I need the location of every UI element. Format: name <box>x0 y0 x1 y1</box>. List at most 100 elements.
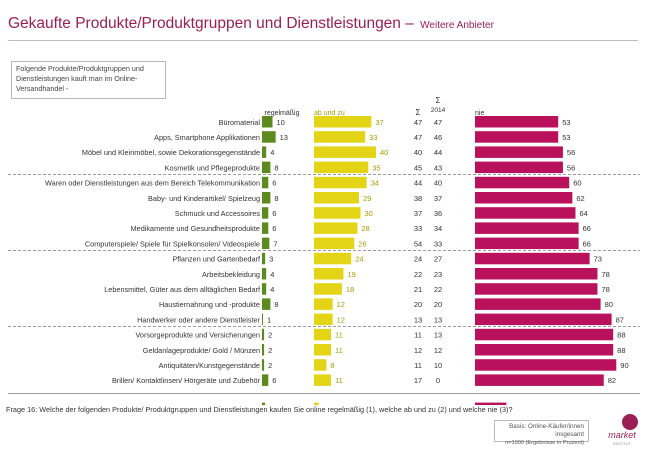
bar-nie <box>475 176 570 189</box>
value-nie: 66 <box>583 239 591 248</box>
value-sum: 11 <box>414 361 422 370</box>
value-sum: 12 <box>414 346 422 355</box>
bar-ab-und-zu <box>314 283 342 295</box>
bar-regelmaessig <box>262 207 269 219</box>
title-divider <box>8 40 638 41</box>
value-nie: 78 <box>601 270 609 279</box>
value-sum-2014: 22 <box>434 285 442 294</box>
base-line-2: n=1000 (Ergebnisse in Prozent) <box>505 440 584 446</box>
row-label: Büromaterial <box>219 118 261 127</box>
value-nie: 56 <box>567 163 575 172</box>
base-info-box: Basis: Online-Käufer/innen insgesamt n=1… <box>494 420 589 446</box>
value-nie: 88 <box>617 331 625 340</box>
value-sum-2014: 10 <box>434 361 442 370</box>
bar-regelmaessig <box>262 374 269 386</box>
value-nie: 78 <box>601 285 609 294</box>
base-line-1: Basis: Online-Käufer/innen insgesamt <box>509 423 584 438</box>
value-ab-und-zu: 29 <box>363 194 371 203</box>
value-regelmaessig: 6 <box>272 376 276 385</box>
value-sum: 24 <box>414 255 422 264</box>
row-label: Kosmetik und Pflegeprodukte <box>165 163 260 172</box>
value-regelmaessig: 4 <box>270 148 274 157</box>
bar-ab-und-zu <box>314 313 333 326</box>
bar-ab-und-zu <box>314 252 352 265</box>
bar-nie <box>475 116 559 128</box>
value-regelmaessig: 2 <box>268 361 272 370</box>
bar-nie <box>475 402 507 405</box>
row-label: Möbel und Kleinmöbel, sowie Dekorationsg… <box>82 148 260 157</box>
row-label: Geldanlageprodukte/ Gold / Münzen <box>143 346 260 355</box>
value-sum: 22 <box>414 270 422 279</box>
value-nie: 53 <box>562 118 570 127</box>
row-label: Arbeitsbekleidung <box>202 270 260 279</box>
logo-subtext: INSTITUT <box>613 441 632 446</box>
bar-ab-und-zu <box>314 176 367 189</box>
value-sum-2014: 13 <box>434 331 442 340</box>
bar-regelmaessig <box>262 313 264 326</box>
value-ab-und-zu: 26 <box>358 239 366 248</box>
value-sum-2014: 37 <box>434 194 442 203</box>
bar-nie <box>475 192 573 204</box>
bar-ab-und-zu <box>314 161 369 174</box>
value-nie: 73 <box>594 255 602 264</box>
bar-nie <box>475 344 614 356</box>
row-label: Haustiernahrung und -produkte <box>159 300 260 309</box>
row-label: Baby- und Kinderartikel/ Spielzeug <box>148 194 260 203</box>
value-nie: 90 <box>620 361 628 370</box>
bar-nie <box>475 146 563 158</box>
bar-ab-und-zu <box>314 237 355 250</box>
header-sum-2014: Σ <box>436 96 441 105</box>
value-regelmaessig: 2 <box>268 346 272 355</box>
bar-nie <box>475 252 590 265</box>
value-sum-2014: 34 <box>434 224 442 233</box>
bar-ab-und-zu <box>314 328 332 341</box>
value-sum-2014: 27 <box>434 255 442 264</box>
bar-ab-und-zu <box>314 344 332 356</box>
value-sum: 10 <box>414 404 422 405</box>
bar-nie <box>475 283 598 295</box>
bar-nie <box>475 298 601 310</box>
value-ab-und-zu: 11 <box>335 376 343 385</box>
bar-nie <box>475 207 576 219</box>
bar-ab-und-zu <box>314 207 361 219</box>
bar-ab-und-zu <box>314 402 319 405</box>
value-regelmaessig: 3 <box>269 404 273 405</box>
header-ab-und-zu: ab und zu <box>314 110 345 117</box>
bar-regelmaessig <box>262 116 273 128</box>
question-footnote: Frage 16: Welche der folgenden Produkte/… <box>6 405 513 414</box>
value-regelmaessig: 2 <box>268 331 272 340</box>
bar-nie <box>475 328 614 341</box>
bar-regelmaessig <box>262 131 276 143</box>
value-regelmaessig: 8 <box>274 194 278 203</box>
row-label: Schmuck und Accessoires <box>175 209 261 218</box>
value-nie: 60 <box>573 179 581 188</box>
value-nie: 82 <box>608 376 616 385</box>
value-sum: 38 <box>414 194 422 203</box>
value-ab-und-zu: 37 <box>375 118 383 127</box>
value-nie: 87 <box>616 315 624 324</box>
row-label: Brillen/ Kontaktlinsen/ Hörgeräte und Zu… <box>112 376 261 385</box>
value-sum-2014: 43 <box>434 163 442 172</box>
value-nie: 20 <box>510 404 518 405</box>
value-sum: 45 <box>414 163 422 172</box>
bar-regelmaessig <box>262 359 265 371</box>
value-nie: 62 <box>576 194 584 203</box>
value-sum-2014: 47 <box>434 118 442 127</box>
bar-regelmaessig <box>262 237 270 250</box>
intro-box: Folgende Produkte/Produktgruppen und Die… <box>11 61 166 99</box>
value-sum: 11 <box>414 331 422 340</box>
value-regelmaessig: 8 <box>274 300 278 309</box>
bar-ab-und-zu <box>314 192 359 204</box>
value-sum-2014: 13 <box>434 315 442 324</box>
value-ab-und-zu: 3 <box>323 404 327 405</box>
row-label: Handwerker oder andere Dienstleister <box>137 315 260 324</box>
bar-nie <box>475 222 579 234</box>
bar-regelmaessig <box>262 328 265 341</box>
value-sum: 20 <box>414 300 422 309</box>
value-regelmaessig: 4 <box>270 270 274 279</box>
bar-regelmaessig <box>262 268 267 280</box>
value-ab-und-zu: 33 <box>369 133 377 142</box>
value-sum-2014: 40 <box>434 179 442 188</box>
header-sum-2014-year: 2014 <box>431 107 446 114</box>
bar-nie <box>475 313 612 326</box>
